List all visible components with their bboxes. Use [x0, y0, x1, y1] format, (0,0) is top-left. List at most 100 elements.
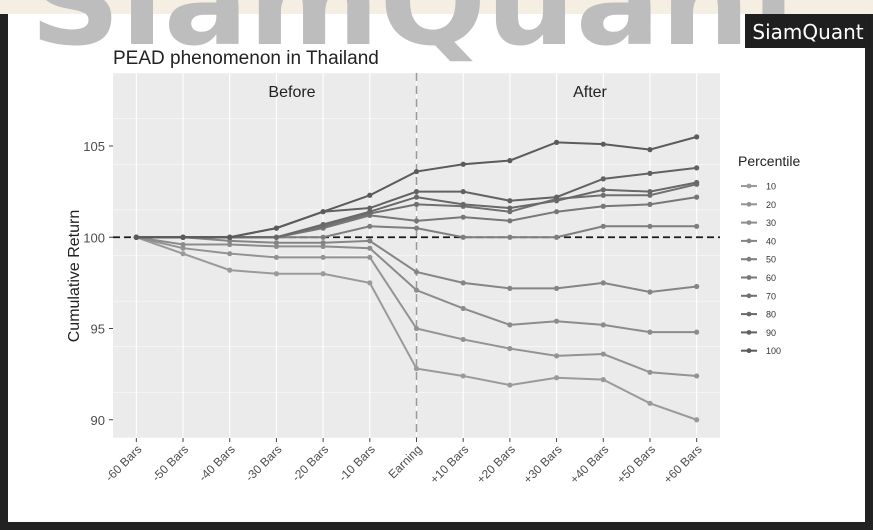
- series-point-10-9: [553, 375, 560, 381]
- series-point-100-9: [553, 139, 560, 145]
- series-point-30-2: [227, 241, 233, 248]
- series-point-40-12: [694, 283, 700, 290]
- label-after: After: [573, 84, 607, 101]
- legend-label-100: 100: [766, 346, 781, 356]
- legend-title: Percentile: [738, 153, 800, 169]
- series-point-50-5: [367, 223, 373, 229]
- y-tick-label-3: 105: [83, 139, 105, 154]
- series-point-90-8: [507, 198, 513, 204]
- series-point-60-7: [460, 214, 466, 220]
- series-point-20-11: [647, 369, 653, 375]
- series-point-50-11: [647, 223, 653, 229]
- series-point-80-11: [647, 189, 653, 195]
- label-before: Before: [268, 84, 315, 101]
- series-point-70-8: [507, 209, 513, 215]
- series-point-20-1: [180, 245, 186, 251]
- series-point-10-3: [273, 271, 280, 277]
- series-point-80-8: [507, 205, 513, 211]
- brand-badge-text: SiamQuant: [752, 20, 863, 44]
- series-point-10-11: [647, 400, 653, 406]
- series-point-40-4: [320, 240, 326, 246]
- legend-point-100: [746, 348, 752, 354]
- legend-point-40: [746, 238, 752, 244]
- series-point-80-6: [413, 194, 420, 200]
- series-point-80-7: [460, 201, 466, 207]
- series-point-60-9: [553, 209, 560, 215]
- series-point-10-5: [367, 280, 373, 286]
- y-tick-label-0: 90: [91, 413, 105, 428]
- series-point-100-4: [320, 209, 326, 215]
- series-point-10-8: [507, 382, 513, 388]
- series-point-20-4: [320, 254, 326, 260]
- series-point-80-9: [553, 198, 560, 204]
- series-point-70-10: [600, 192, 606, 198]
- series-point-100-3: [273, 225, 280, 231]
- series-point-30-8: [507, 322, 513, 328]
- legend-point-70: [746, 293, 752, 299]
- legend-box: [733, 145, 819, 367]
- series-point-30-11: [647, 329, 653, 335]
- series-100: [133, 134, 700, 240]
- y-tick-label-2: 100: [83, 230, 105, 245]
- y-tick-label-1: 95: [91, 322, 105, 337]
- legend: Percentile 10 20 30 40 50 60 70 80 90 100: [733, 145, 819, 367]
- brand-badge: SiamQuant: [745, 14, 871, 48]
- legend-label-60: 60: [766, 273, 776, 283]
- series-point-80-4: [320, 221, 326, 228]
- series-point-30-9: [553, 318, 560, 324]
- series-point-20-5: [367, 254, 373, 260]
- series-point-20-12: [694, 373, 700, 379]
- series-point-90-9: [553, 194, 560, 200]
- legend-point-50: [746, 256, 752, 262]
- series-point-50-7: [460, 234, 466, 240]
- series-point-80-10: [600, 187, 606, 193]
- series-point-50-12: [694, 223, 700, 229]
- legend-point-10: [746, 183, 752, 189]
- series-point-10-1: [180, 251, 186, 257]
- watermark-band: [0, 0, 873, 14]
- series-point-40-9: [553, 285, 560, 291]
- legend-point-30: [746, 220, 752, 226]
- series-point-100-7: [460, 161, 466, 167]
- legend-point-60: [746, 275, 752, 280]
- series-point-100-6: [413, 168, 420, 175]
- series-point-40-2: [227, 238, 233, 244]
- series-point-10-6: [413, 366, 420, 372]
- y-axis-label: Cumulative Return: [66, 210, 83, 343]
- series-point-100-0: [133, 234, 139, 240]
- series-point-30-5: [367, 245, 373, 251]
- series-point-50-10: [600, 223, 606, 229]
- series-point-20-8: [507, 345, 513, 352]
- series-point-10-4: [320, 271, 326, 277]
- series-point-20-3: [273, 254, 280, 260]
- y-axis: 90 95 100 105: [83, 139, 113, 428]
- series-point-90-11: [647, 170, 653, 176]
- series-point-80-5: [367, 209, 373, 215]
- series-point-100-10: [600, 141, 606, 147]
- frame-right: [865, 0, 873, 530]
- series-point-40-5: [367, 238, 373, 244]
- series-point-40-3: [273, 240, 280, 246]
- brand-badge-bg: [745, 14, 871, 48]
- series-point-20-2: [227, 251, 233, 257]
- series-point-40-7: [460, 280, 466, 286]
- series-point-100-12: [694, 134, 700, 140]
- series-point-30-6: [413, 287, 420, 293]
- series-point-10-12: [694, 417, 700, 423]
- watermark: SiamQuant: [0, 0, 873, 72]
- series-40: [133, 234, 700, 295]
- series-point-100-5: [367, 192, 373, 198]
- legend-label-80: 80: [766, 310, 776, 320]
- series-point-90-6: [413, 189, 420, 195]
- series-point-30-3: [273, 243, 280, 249]
- series-point-100-11: [647, 147, 653, 153]
- series-point-40-8: [507, 285, 513, 291]
- legend-point-20: [746, 201, 752, 207]
- series-point-40-6: [413, 269, 420, 275]
- legend-label-40: 40: [766, 236, 776, 246]
- series-point-60-12: [694, 194, 700, 200]
- series-point-60-11: [647, 201, 653, 207]
- watermark-text: SiamQuant: [30, 0, 810, 72]
